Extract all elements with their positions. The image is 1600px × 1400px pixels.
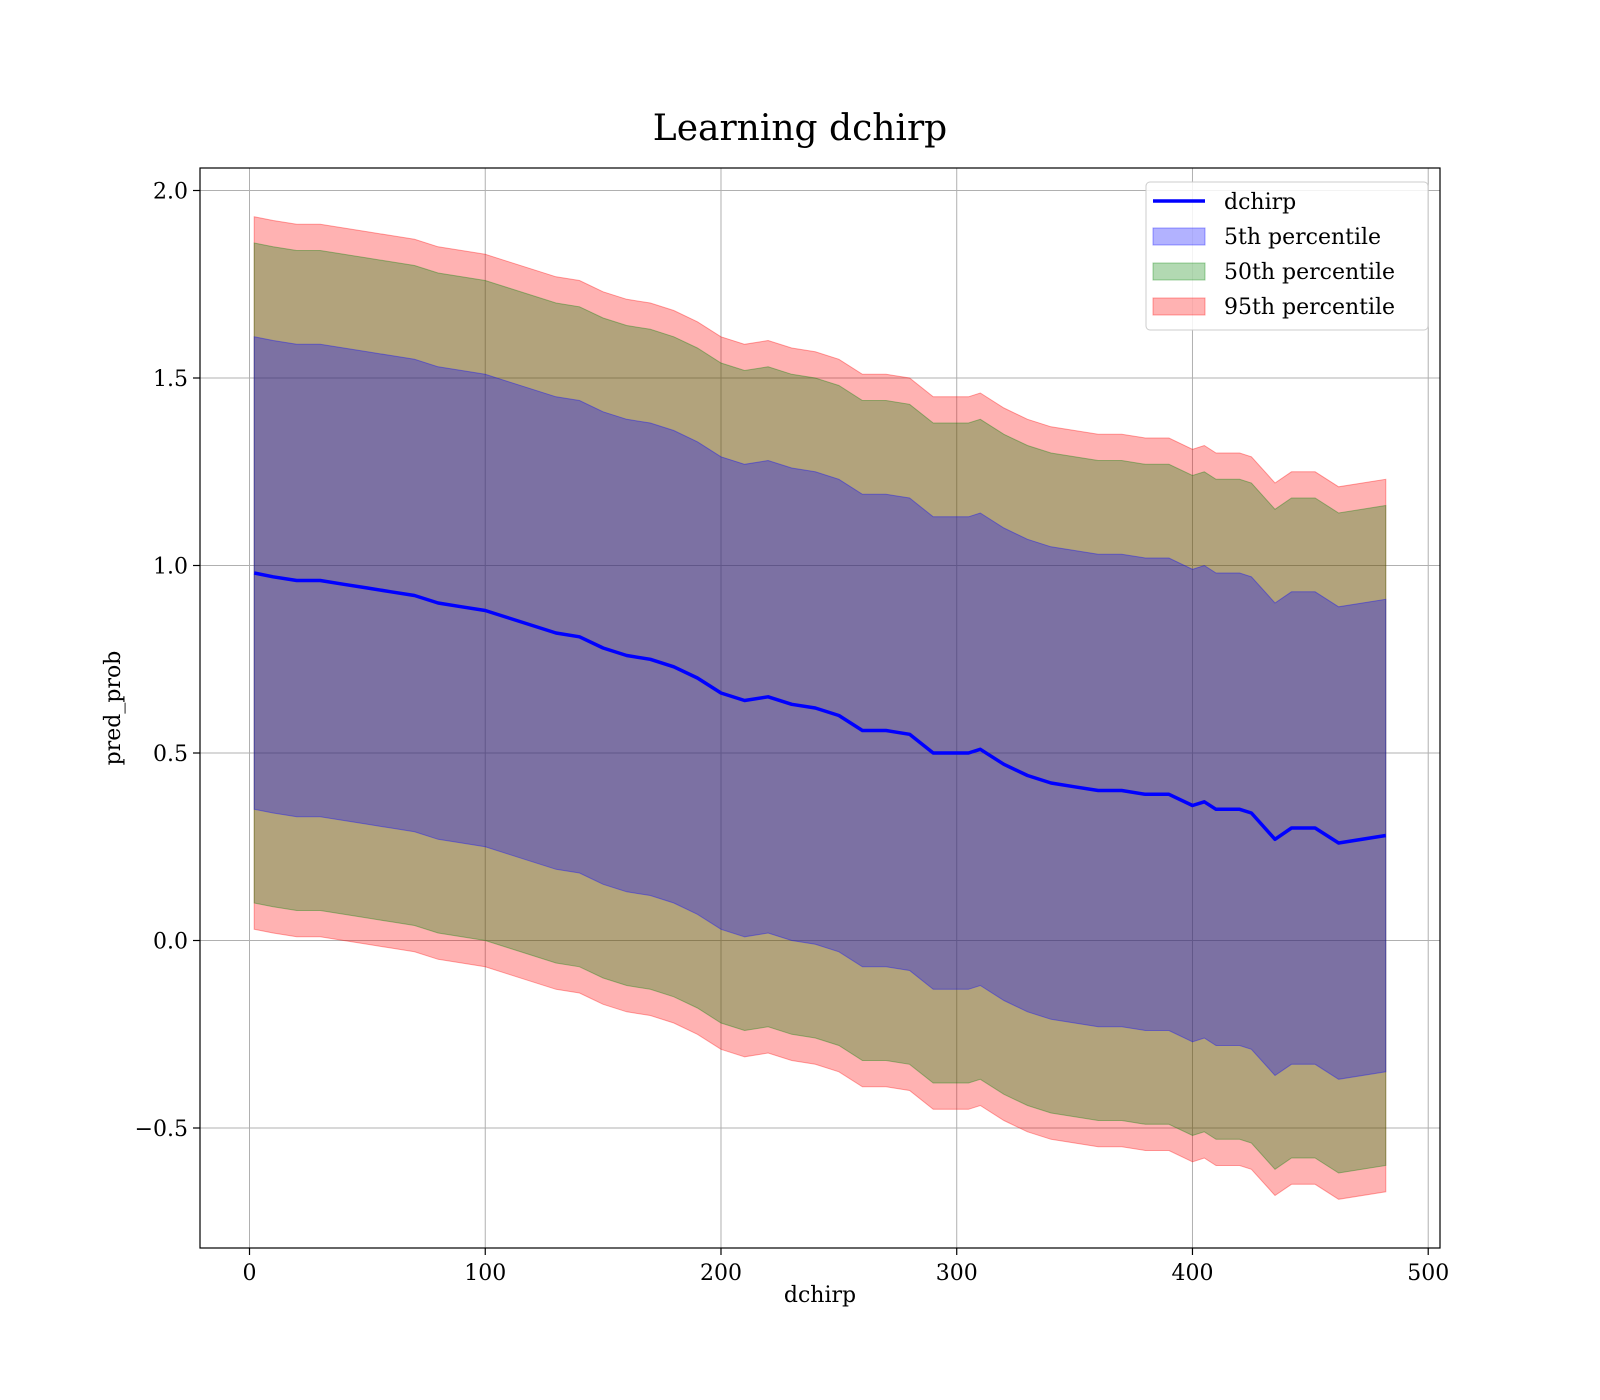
line-dchirp [253, 571, 1387, 845]
legend-swatch-95th-percentile [1152, 297, 1206, 316]
grid [200, 168, 1440, 1248]
y-tick-label: 1.0 [153, 555, 188, 580]
legend: dchirp 5th percentile 50th percentile 95… [1145, 181, 1429, 331]
legend-label-dchirp: dchirp [1224, 190, 1296, 215]
x-tick-label: 500 [1407, 1261, 1449, 1286]
legend-swatch-5th-percentile [1152, 227, 1206, 246]
x-tick-label: 400 [1171, 1261, 1213, 1286]
legend-box [1145, 181, 1429, 331]
y-tick-label: 0.5 [153, 742, 188, 767]
y-axis-label: pred_prob [101, 651, 126, 766]
legend-label-50th-percentile: 50th percentile [1224, 260, 1395, 285]
x-axis-label: dchirp [784, 1283, 856, 1308]
y-tick-label: 1.5 [153, 367, 188, 392]
chart-title: Learning dchirp [653, 108, 947, 149]
legend-label-95th-percentile: 95th percentile [1224, 295, 1395, 320]
x-tick-label: 300 [936, 1261, 978, 1286]
x-tick-label: 100 [464, 1261, 506, 1286]
y-axis-ticks: −0.5 0.0 0.5 1.0 1.5 2.0 [135, 180, 200, 1142]
series-lines [253, 571, 1387, 845]
x-tick-label: 0 [243, 1261, 257, 1286]
y-tick-label: 0.0 [153, 930, 188, 955]
y-tick-label: −0.5 [135, 1117, 188, 1142]
x-axis-ticks: 0 100 200 300 400 500 [243, 1248, 1449, 1286]
x-tick-label: 200 [700, 1261, 742, 1286]
plot-frame [199, 167, 1441, 1249]
legend-swatch-50th-percentile [1152, 262, 1206, 281]
legend-label-5th-percentile: 5th percentile [1224, 225, 1381, 250]
y-tick-label: 2.0 [153, 180, 188, 205]
